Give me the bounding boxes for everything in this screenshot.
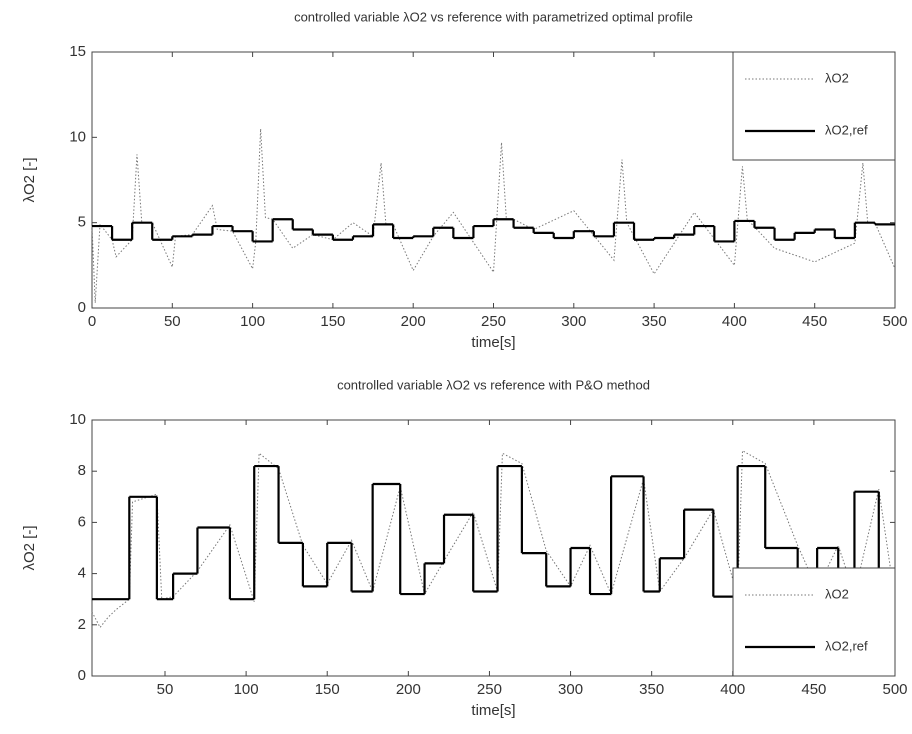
x-tick-label: 50	[164, 313, 181, 330]
y-tick-label: 15	[69, 43, 86, 60]
x-tick-label: 200	[396, 681, 421, 698]
x-tick-label: 450	[801, 681, 826, 698]
x-tick-label: 400	[722, 313, 747, 330]
y-tick-label: 0	[78, 667, 86, 684]
x-axis-label: time[s]	[471, 702, 515, 719]
y-tick-label: 4	[78, 565, 86, 582]
x-tick-label: 100	[234, 681, 259, 698]
x-axis-label: time[s]	[471, 334, 515, 351]
y-tick-label: 2	[78, 616, 86, 633]
x-tick-label: 300	[558, 681, 583, 698]
x-tick-label: 400	[720, 681, 745, 698]
chart-title: controlled variable λO2 vs reference wit…	[294, 9, 693, 24]
legend-box	[732, 51, 896, 161]
x-tick-label: 250	[477, 681, 502, 698]
y-axis-label: λO2 [-]	[21, 157, 38, 202]
y-tick-label: 8	[78, 462, 86, 479]
y-tick-label: 6	[78, 513, 86, 530]
x-tick-label: 300	[561, 313, 586, 330]
y-tick-label: 10	[69, 128, 86, 145]
x-tick-label: 450	[802, 313, 827, 330]
legend-box	[732, 567, 896, 677]
y-tick-label: 5	[78, 214, 86, 231]
x-tick-label: 100	[240, 313, 265, 330]
legend-label: λO2,ref	[825, 122, 868, 137]
y-tick-label: 0	[78, 299, 86, 316]
y-tick-label: 10	[69, 411, 86, 428]
x-tick-label: 500	[882, 681, 907, 698]
x-tick-label: 0	[88, 313, 96, 330]
legend-label: λO2	[825, 70, 849, 85]
legend-label: λO2,ref	[825, 638, 868, 653]
x-tick-label: 250	[481, 313, 506, 330]
y-axis-label: λO2 [-]	[21, 525, 38, 570]
x-tick-label: 350	[639, 681, 664, 698]
x-tick-label: 350	[642, 313, 667, 330]
legend-label: λO2	[825, 586, 849, 601]
x-tick-label: 200	[401, 313, 426, 330]
axes-frame	[91, 419, 896, 677]
x-tick-label: 150	[320, 313, 345, 330]
x-tick-label: 500	[882, 313, 907, 330]
x-tick-label: 150	[315, 681, 340, 698]
x-tick-label: 50	[157, 681, 174, 698]
chart-title: controlled variable λO2 vs reference wit…	[337, 377, 650, 392]
